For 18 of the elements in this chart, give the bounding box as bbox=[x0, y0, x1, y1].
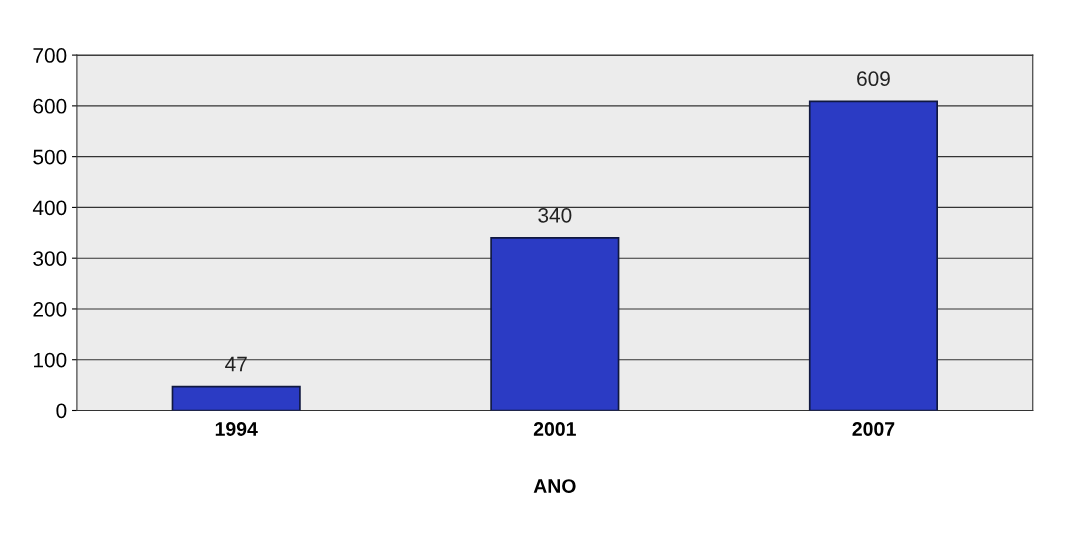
data-label: 340 bbox=[538, 207, 572, 223]
x-tick-label: 1994 bbox=[215, 422, 258, 436]
y-tick-label: 0 bbox=[56, 403, 67, 419]
bar bbox=[490, 237, 620, 411]
y-tick-label: 100 bbox=[34, 352, 67, 368]
x-tick-label: 2007 bbox=[852, 422, 895, 436]
data-label: 47 bbox=[225, 356, 247, 372]
bar bbox=[171, 385, 301, 411]
y-tick-label: 600 bbox=[33, 98, 67, 114]
y-tick-label: 700 bbox=[33, 48, 67, 63]
x-tick-label: 2001 bbox=[533, 422, 576, 436]
y-tick-label: 400 bbox=[32, 200, 67, 216]
x-axis-title: ANO bbox=[533, 479, 576, 493]
y-tick-label: 500 bbox=[33, 149, 67, 165]
data-label: 609 bbox=[857, 71, 890, 87]
bar bbox=[808, 100, 939, 411]
y-tick-label: 300 bbox=[33, 251, 67, 266]
y-tick-label: 200 bbox=[33, 301, 67, 317]
